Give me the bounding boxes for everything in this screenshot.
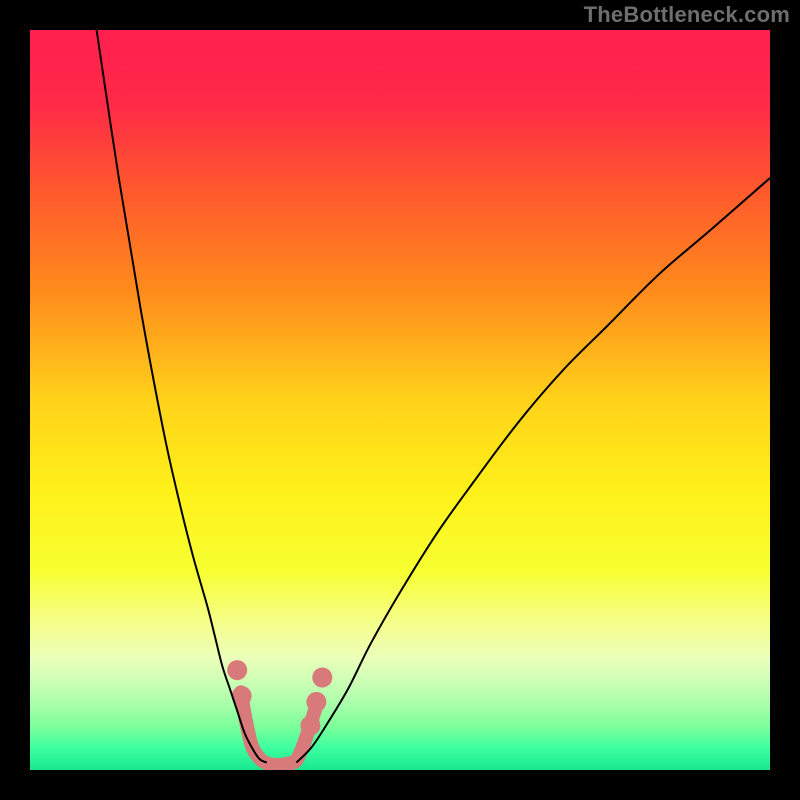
marker-dot <box>227 660 247 680</box>
watermark-text: TheBottleneck.com <box>584 2 790 28</box>
marker-dot <box>312 668 332 688</box>
chart-svg <box>0 0 800 800</box>
chart-stage: TheBottleneck.com <box>0 0 800 800</box>
plot-area <box>30 30 770 770</box>
marker-dot <box>306 692 326 712</box>
marker-dot <box>300 716 320 736</box>
